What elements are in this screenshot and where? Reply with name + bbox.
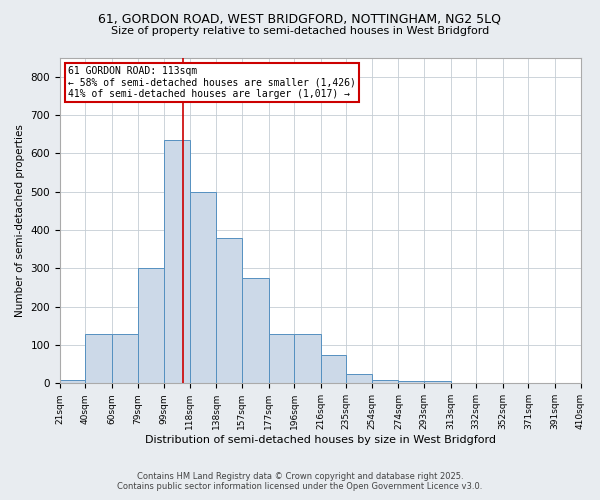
Bar [137, 268, 164, 384]
Bar [321, 354, 346, 384]
Bar [85, 334, 112, 384]
Bar [112, 334, 137, 384]
Bar [190, 192, 217, 384]
Bar [372, 380, 398, 384]
Bar [398, 382, 424, 384]
Bar [217, 238, 242, 384]
Text: 61 GORDON ROAD: 113sqm
← 58% of semi-detached houses are smaller (1,426)
41% of : 61 GORDON ROAD: 113sqm ← 58% of semi-det… [68, 66, 356, 99]
Bar [294, 334, 321, 384]
Y-axis label: Number of semi-detached properties: Number of semi-detached properties [15, 124, 25, 317]
Bar [242, 278, 269, 384]
Text: Contains HM Land Registry data © Crown copyright and database right 2025.
Contai: Contains HM Land Registry data © Crown c… [118, 472, 482, 491]
Bar [269, 334, 294, 384]
Bar [346, 374, 372, 384]
X-axis label: Distribution of semi-detached houses by size in West Bridgford: Distribution of semi-detached houses by … [145, 435, 496, 445]
Bar [424, 382, 451, 384]
Bar [60, 380, 85, 384]
Bar [164, 140, 190, 384]
Text: 61, GORDON ROAD, WEST BRIDGFORD, NOTTINGHAM, NG2 5LQ: 61, GORDON ROAD, WEST BRIDGFORD, NOTTING… [98, 12, 502, 26]
Text: Size of property relative to semi-detached houses in West Bridgford: Size of property relative to semi-detach… [111, 26, 489, 36]
